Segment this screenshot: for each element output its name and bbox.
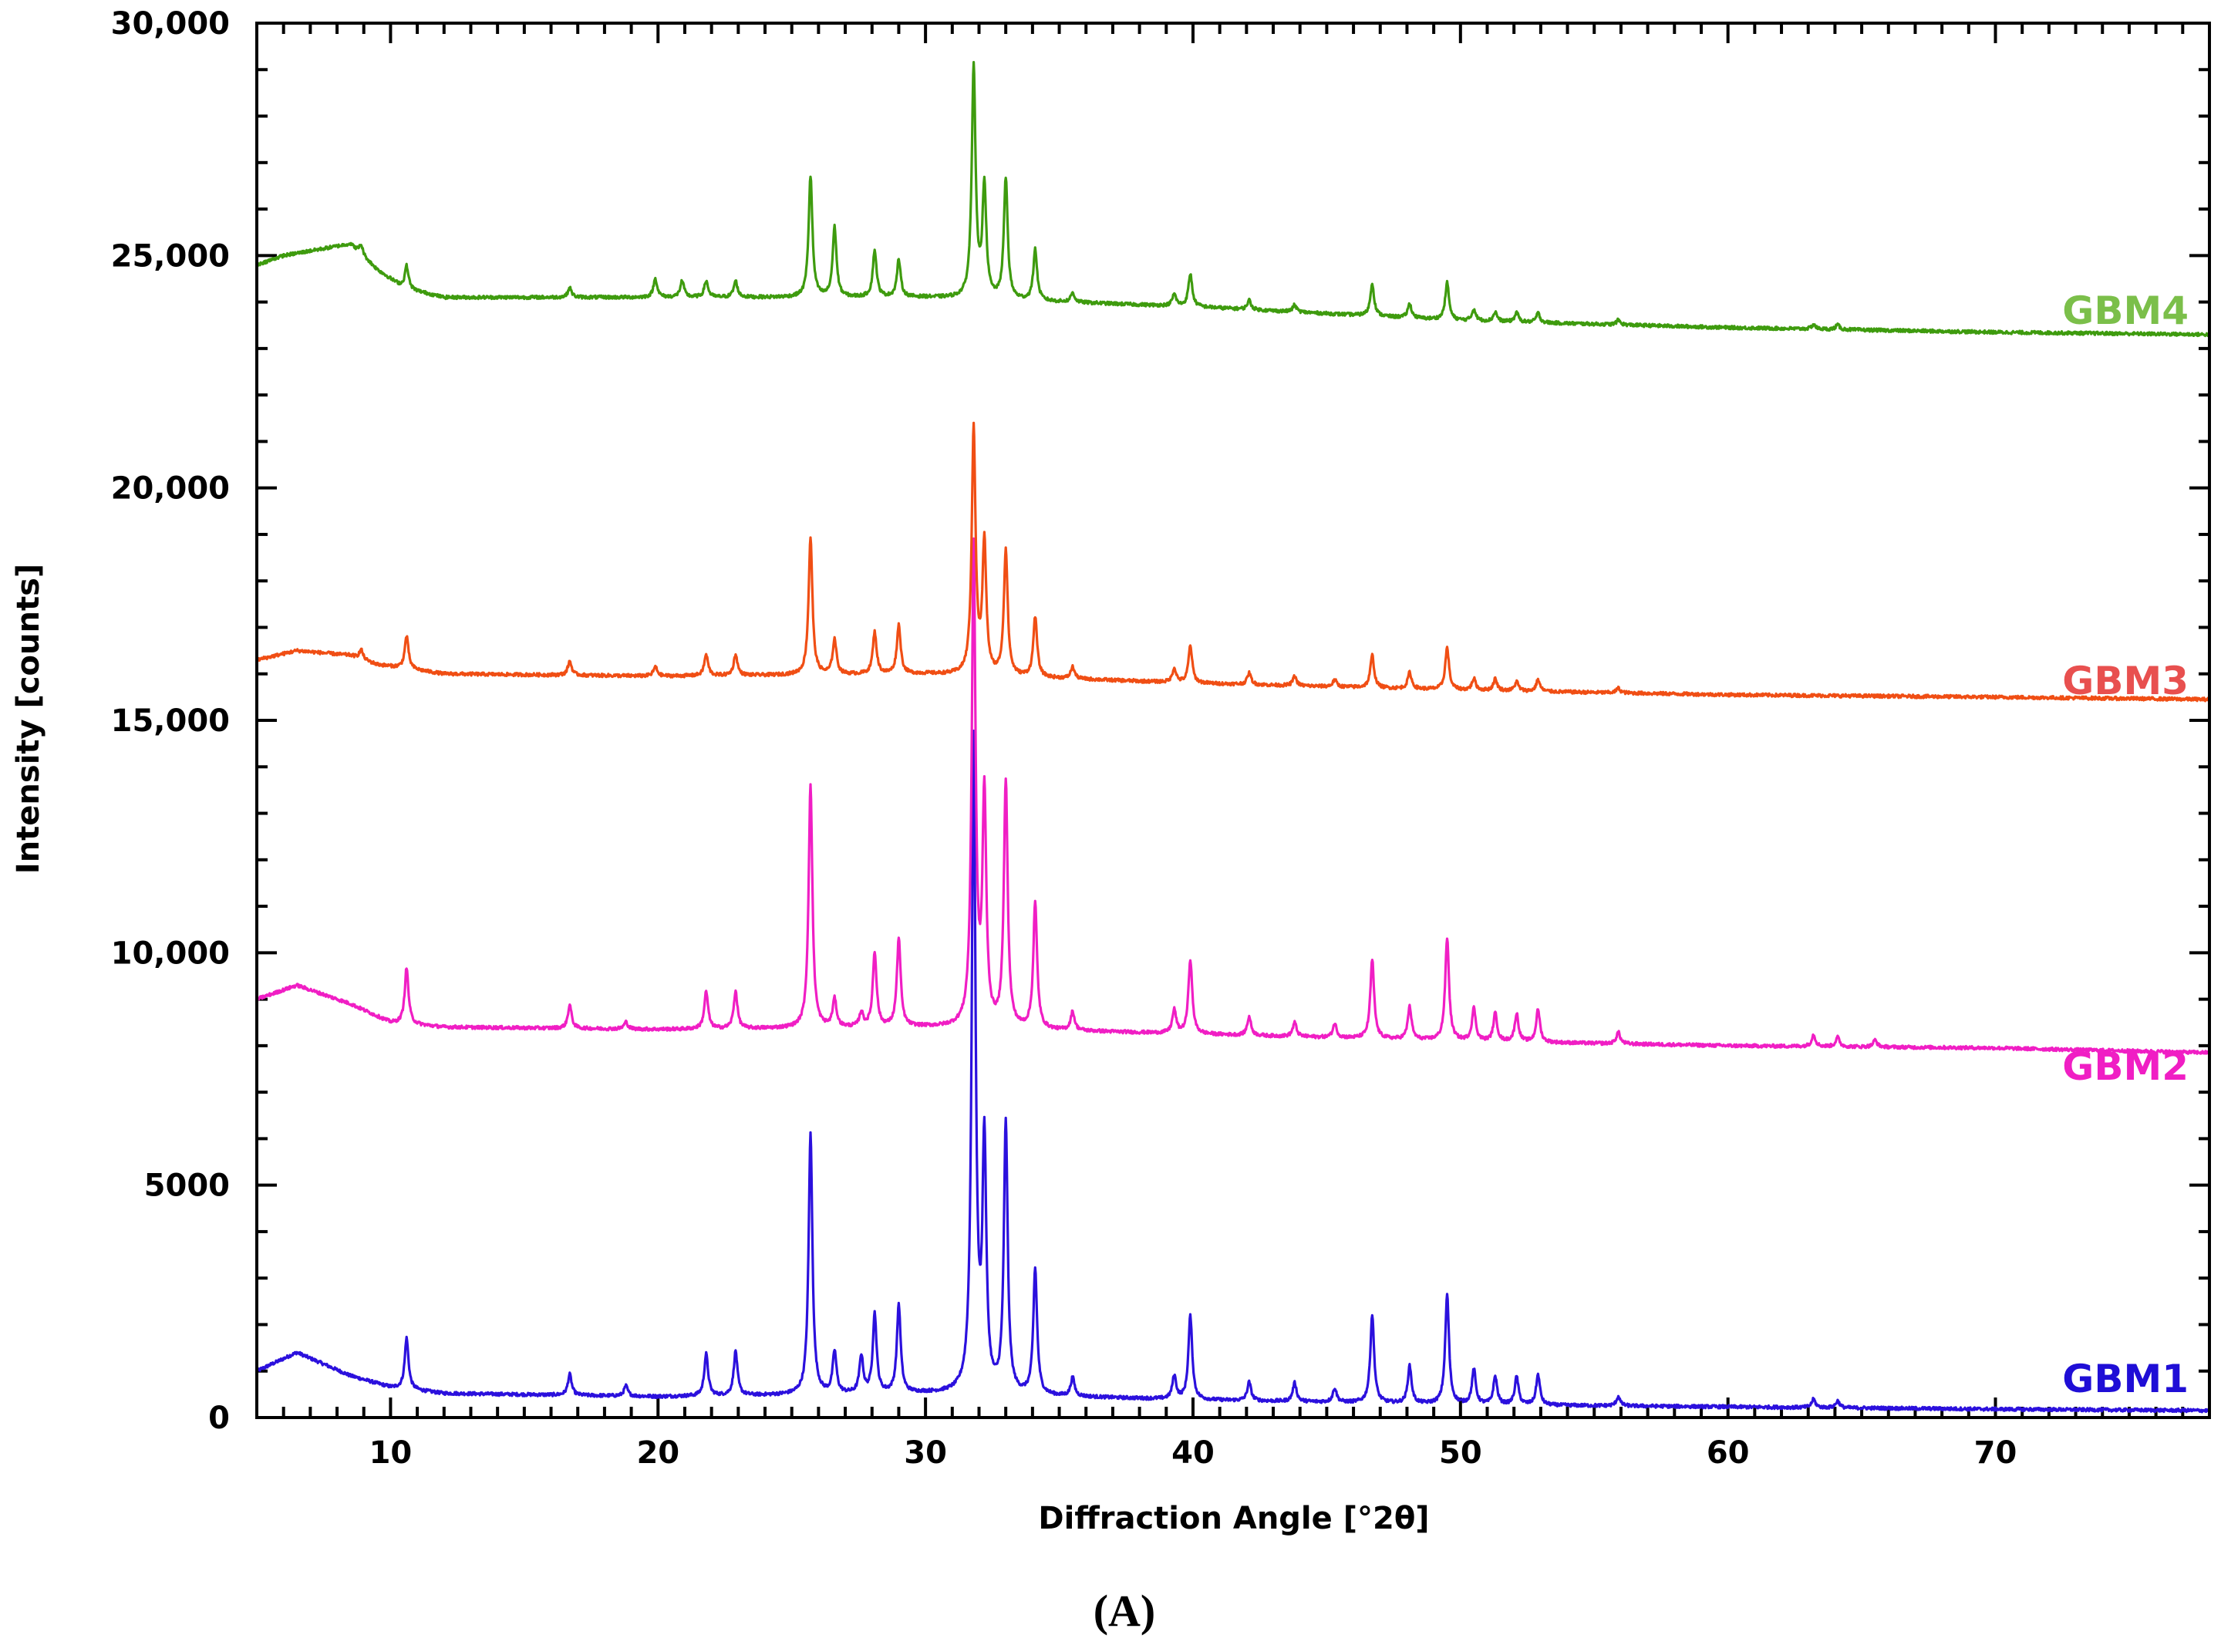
y-tick-labels: 0 5000 10,000 15,000 20,000 25,000 30,000 — [111, 6, 230, 1436]
y-tick-label: 5000 — [144, 1168, 230, 1204]
x-tick-label: 60 — [1707, 1435, 1750, 1471]
x-tick-label: 50 — [1439, 1435, 1482, 1471]
series-line-gbm4 — [257, 62, 2209, 336]
y-tick-label: 0 — [208, 1401, 230, 1436]
plot-frame — [257, 23, 2209, 1418]
x-axis-label: Diffraction Angle [°2θ] — [1038, 1501, 1429, 1536]
series-line-gbm1 — [257, 731, 2209, 1412]
x-tick-label: 20 — [636, 1435, 679, 1471]
x-tick-label: 40 — [1171, 1435, 1215, 1471]
series-label-gbm2: GBM2 — [2062, 1044, 2189, 1089]
series-label-gbm1: GBM1 — [2062, 1357, 2189, 1401]
series-line-gbm3 — [257, 423, 2209, 701]
x-tick-labels: 10 20 30 40 50 60 70 — [369, 1435, 2017, 1471]
y-tick-label: 25,000 — [111, 238, 230, 274]
x-tick-label: 10 — [369, 1435, 413, 1471]
series-label-gbm3: GBM3 — [2062, 659, 2189, 703]
panel-label: (A) — [1094, 1586, 1156, 1636]
series-lines — [257, 62, 2209, 1412]
x-tick-label: 30 — [904, 1435, 947, 1471]
y-axis-label: Intensity [counts] — [11, 564, 46, 874]
tick-marks — [257, 23, 2209, 1418]
series-labels: GBM1 GBM2 GBM3 GBM4 — [2062, 288, 2189, 1401]
series-line-gbm2 — [257, 538, 2209, 1054]
y-tick-label: 20,000 — [111, 471, 230, 507]
y-tick-label: 10,000 — [111, 936, 230, 971]
series-label-gbm4: GBM4 — [2062, 288, 2189, 333]
y-tick-label: 30,000 — [111, 6, 230, 42]
x-tick-label: 70 — [1974, 1435, 2017, 1471]
y-tick-label: 15,000 — [111, 703, 230, 739]
